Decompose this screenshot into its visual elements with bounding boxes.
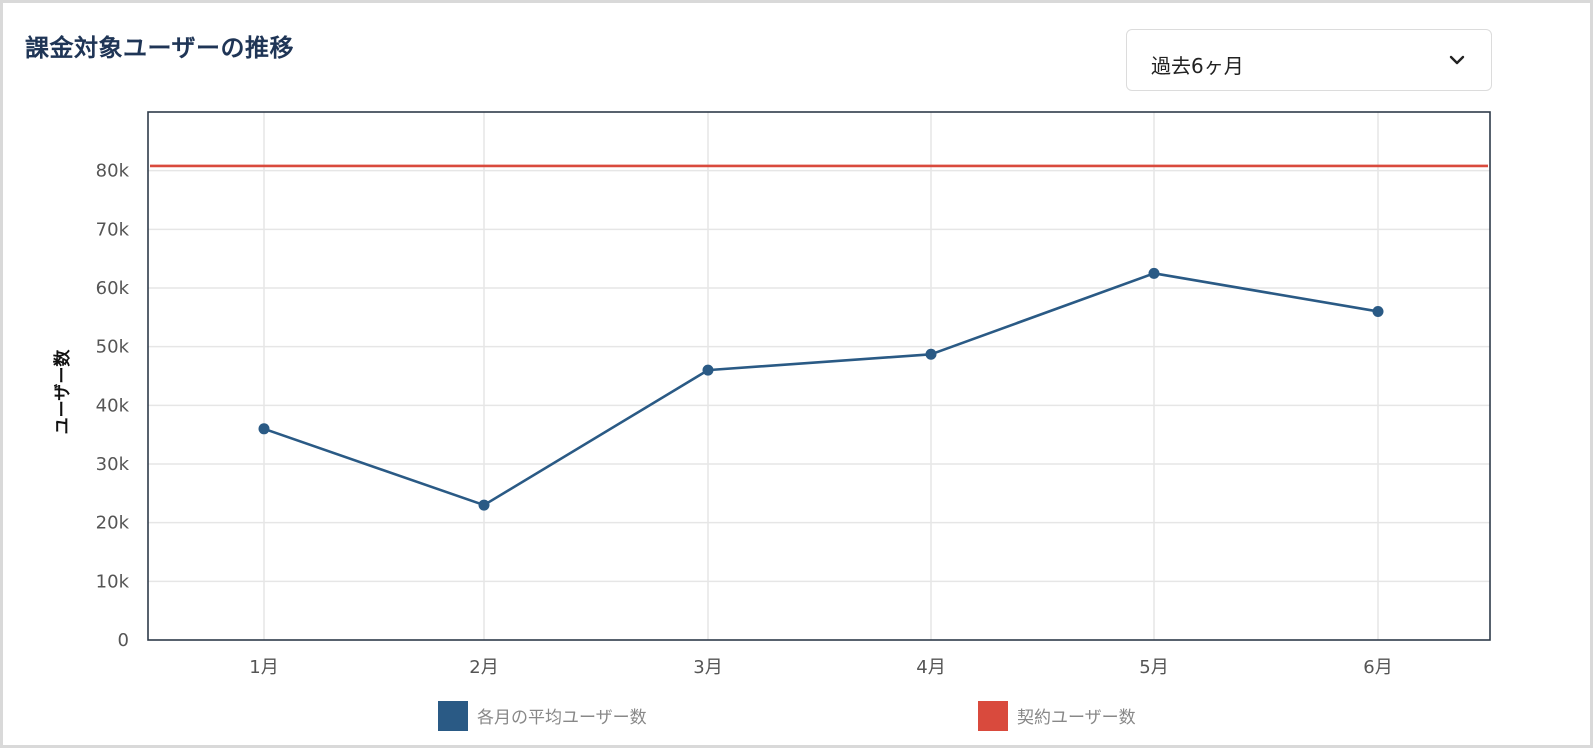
- legend-label-avg-users: 各月の平均ユーザー数: [477, 708, 647, 728]
- avg-users-series-line: [263, 272, 1379, 507]
- x-tick-label: 4月: [916, 657, 945, 678]
- x-tick-label: 2月: [469, 657, 498, 678]
- y-axis-label: ユーザー数: [52, 349, 73, 435]
- data-point: [702, 364, 714, 376]
- data-point: [478, 499, 490, 511]
- y-tick-label: 30k: [96, 454, 130, 475]
- x-tick-label: 6月: [1363, 657, 1392, 678]
- chart-card: [3, 3, 1590, 745]
- chart-title: 課金対象ユーザーの推移: [25, 34, 295, 62]
- x-tick-label: 5月: [1139, 657, 1168, 678]
- data-point: [925, 348, 937, 360]
- x-tick-label: 1月: [249, 657, 278, 678]
- period-select-value: 過去6ヶ月: [1151, 54, 1244, 78]
- data-point: [1148, 267, 1160, 279]
- data-point: [258, 423, 270, 435]
- plot-frame: [147, 111, 1491, 641]
- legend-swatch-avg-users: [438, 701, 468, 731]
- period-select[interactable]: 過去6ヶ月: [1126, 29, 1492, 91]
- legend-label-contract-users: 契約ユーザー数: [1017, 708, 1136, 728]
- y-tick-label: 60k: [96, 278, 130, 299]
- y-tick-label: 10k: [96, 571, 130, 592]
- y-tick-label: 0: [118, 630, 129, 651]
- chevron-down-icon: [1449, 55, 1465, 65]
- y-tick-label: 40k: [96, 395, 130, 416]
- y-tick-label: 80k: [96, 161, 130, 182]
- x-tick-label: 3月: [693, 657, 722, 678]
- y-tick-label: 50k: [96, 337, 130, 358]
- legend-swatch-contract-users: [978, 701, 1008, 731]
- data-point: [1372, 305, 1384, 317]
- y-tick-label: 70k: [96, 219, 130, 240]
- y-tick-label: 20k: [96, 513, 130, 534]
